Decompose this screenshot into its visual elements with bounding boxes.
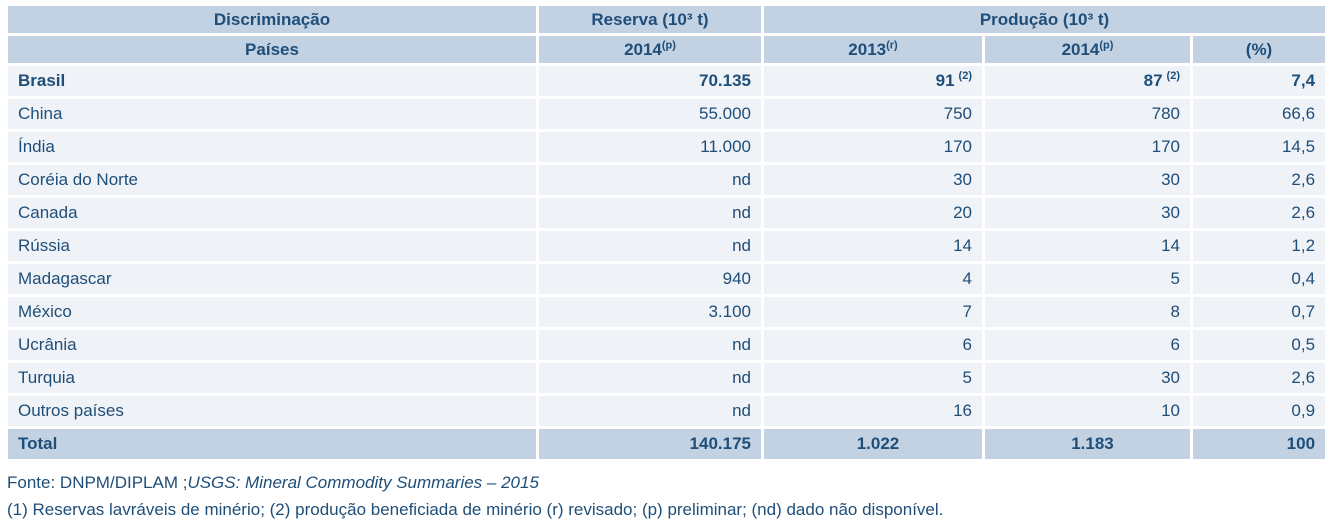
table-row-india: Índia 11.000 170 170 14,5 xyxy=(8,132,1326,162)
reserve-cell: nd xyxy=(539,330,761,360)
country-cell: Ucrânia xyxy=(8,330,536,360)
prod-2013-cell: 1.022 xyxy=(764,429,982,459)
country-cell: Índia xyxy=(8,132,536,162)
prod-2014-cell: 1.183 xyxy=(985,429,1190,459)
table-row-canada: Canada nd 20 30 2,6 xyxy=(8,198,1326,228)
reserve-cell: nd xyxy=(539,396,761,426)
table-row-mexico: México 3.100 7 8 0,7 xyxy=(8,297,1326,327)
country-cell: China xyxy=(8,99,536,129)
prod-2013-cell: 16 xyxy=(764,396,982,426)
prod-2014-cell: 170 xyxy=(985,132,1190,162)
prod-2014-cell: 30 xyxy=(985,165,1190,195)
reserve-cell: 55.000 xyxy=(539,99,761,129)
country-cell: Total xyxy=(8,429,536,459)
table-row-russia: Rússia nd 14 14 1,2 xyxy=(8,231,1326,261)
prod-2013-cell: 7 xyxy=(764,297,982,327)
header-reserva-2014: 2014(p) xyxy=(539,36,761,63)
table-row-coreia-do-norte: Coréia do Norte nd 30 30 2,6 xyxy=(8,165,1326,195)
header-row-groups: Discriminação Reserva (10³ t) Produção (… xyxy=(8,6,1326,33)
table-row-turquia: Turquia nd 5 30 2,6 xyxy=(8,363,1326,393)
table-row-outros-paises: Outros países nd 16 10 0,9 xyxy=(8,396,1326,426)
table-row-brasil: Brasil 70.135 91 (2) 87 (2) 7,4 xyxy=(8,66,1326,96)
prod-2014-cell: 30 xyxy=(985,198,1190,228)
reserve-cell: nd xyxy=(539,198,761,228)
pct-cell: 14,5 xyxy=(1193,132,1326,162)
prod-2014-cell: 10 xyxy=(985,396,1190,426)
superscript: (2) xyxy=(1166,70,1180,83)
pct-cell: 0,5 xyxy=(1193,330,1326,360)
footer: Fonte: DNPM/DIPLAM ;USGS: Mineral Commod… xyxy=(7,469,1331,523)
reserve-cell: 940 xyxy=(539,264,761,294)
header-prod-2013: 2013(r) xyxy=(764,36,982,63)
prod-2013-cell: 91 (2) xyxy=(764,66,982,96)
source-italic: USGS: Mineral Commodity Summaries – 2015 xyxy=(187,473,539,492)
reserve-cell: nd xyxy=(539,231,761,261)
year-label: 2014 xyxy=(624,39,662,59)
table-row-china: China 55.000 750 780 66,6 xyxy=(8,99,1326,129)
country-cell: Canada xyxy=(8,198,536,228)
year-label: 2014 xyxy=(1061,39,1100,59)
reserve-cell: nd xyxy=(539,363,761,393)
country-cell: Coréia do Norte xyxy=(8,165,536,195)
source-note: Fonte: DNPM/DIPLAM ;USGS: Mineral Commod… xyxy=(7,469,1331,496)
header-pct: (%) xyxy=(1193,36,1326,63)
pct-cell: 0,9 xyxy=(1193,396,1326,426)
header-paises: Países xyxy=(8,36,536,63)
header-producao: Produção (10³ t) xyxy=(764,6,1326,33)
reserve-cell: 70.135 xyxy=(539,66,761,96)
country-cell: Turquia xyxy=(8,363,536,393)
prod-2014-cell: 14 xyxy=(985,231,1190,261)
header-reserva: Reserva (10³ t) xyxy=(539,6,761,33)
country-cell: Madagascar xyxy=(8,264,536,294)
prod-2014-cell: 30 xyxy=(985,363,1190,393)
pct-cell: 66,6 xyxy=(1193,99,1326,129)
table-row-madagascar: Madagascar 940 4 5 0,4 xyxy=(8,264,1326,294)
value: 87 xyxy=(1143,71,1163,90)
country-cell: Brasil xyxy=(8,66,536,96)
reserve-cell: 140.175 xyxy=(539,429,761,459)
country-cell: Outros países xyxy=(8,396,536,426)
superscript: (p) xyxy=(1099,38,1114,51)
table-row-ucrania: Ucrânia nd 6 6 0,5 xyxy=(8,330,1326,360)
prod-2013-cell: 30 xyxy=(764,165,982,195)
reserve-cell: nd xyxy=(539,165,761,195)
superscript: (2) xyxy=(958,70,972,83)
prod-2013-cell: 170 xyxy=(764,132,982,162)
prod-2014-cell: 8 xyxy=(985,297,1190,327)
country-cell: Rússia xyxy=(8,231,536,261)
prod-2013-cell: 6 xyxy=(764,330,982,360)
year-label: 2013 xyxy=(848,39,887,59)
header-discriminacao: Discriminação xyxy=(8,6,536,33)
table-row-total: Total 140.175 1.022 1.183 100 xyxy=(8,429,1326,459)
prod-2014-cell: 780 xyxy=(985,99,1190,129)
reserve-cell: 3.100 xyxy=(539,297,761,327)
prod-2013-cell: 5 xyxy=(764,363,982,393)
prod-2013-cell: 750 xyxy=(764,99,982,129)
prod-2014-cell: 5 xyxy=(985,264,1190,294)
pct-cell: 2,6 xyxy=(1193,165,1326,195)
pct-cell: 2,6 xyxy=(1193,198,1326,228)
pct-cell: 2,6 xyxy=(1193,363,1326,393)
pct-cell: 7,4 xyxy=(1193,66,1326,96)
footnotes: (1) Reservas lavráveis de minério; (2) p… xyxy=(7,500,944,519)
country-cell: México xyxy=(8,297,536,327)
source-regular: Fonte: DNPM/DIPLAM ; xyxy=(7,473,188,492)
prod-2014-cell: 6 xyxy=(985,330,1190,360)
pct-cell: 0,7 xyxy=(1193,297,1326,327)
header-prod-2014: 2014(p) xyxy=(985,36,1190,63)
pct-cell: 100 xyxy=(1193,429,1326,459)
prod-2013-cell: 4 xyxy=(764,264,982,294)
production-table: Discriminação Reserva (10³ t) Produção (… xyxy=(5,3,1328,462)
pct-cell: 0,4 xyxy=(1193,264,1326,294)
value: 91 xyxy=(935,71,955,90)
reserve-cell: 11.000 xyxy=(539,132,761,162)
pct-cell: 1,2 xyxy=(1193,231,1326,261)
prod-2013-cell: 20 xyxy=(764,198,982,228)
superscript: (r) xyxy=(886,38,898,51)
superscript: (p) xyxy=(661,38,676,51)
header-row-columns: Países 2014(p) 2013(r) 2014(p) (%) xyxy=(8,36,1326,63)
prod-2014-cell: 87 (2) xyxy=(985,66,1190,96)
prod-2013-cell: 14 xyxy=(764,231,982,261)
